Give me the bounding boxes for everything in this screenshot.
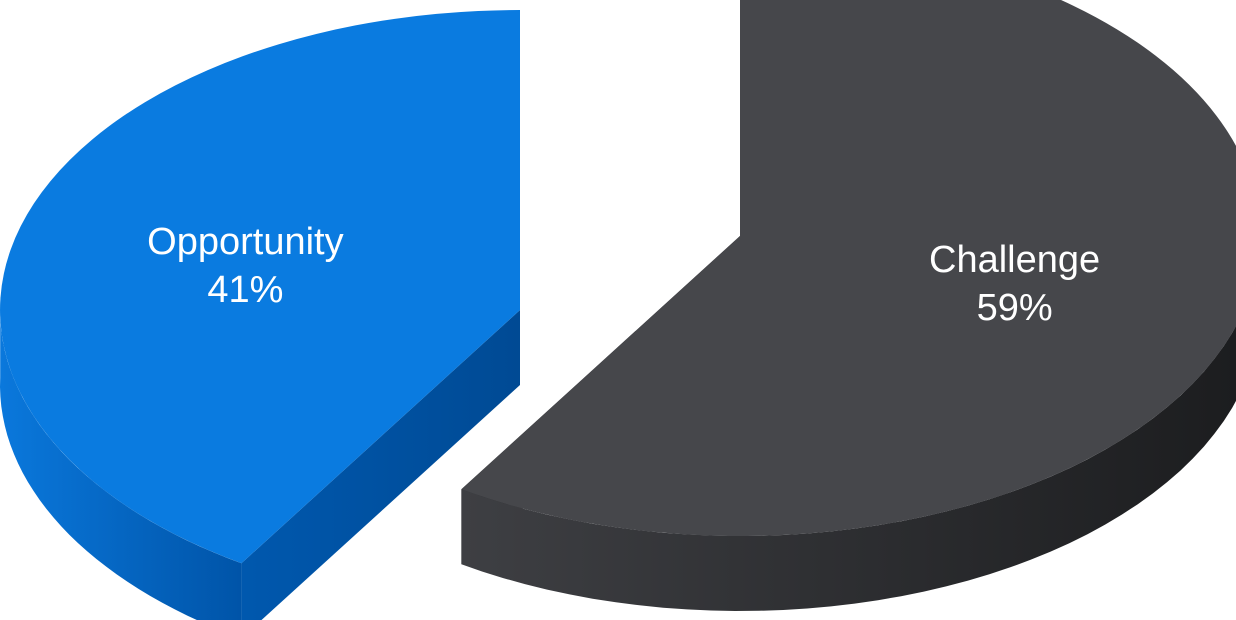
slice-label-challenge: Challenge 59% xyxy=(929,239,1100,329)
slice-inner-wall-a xyxy=(241,310,520,620)
slice-outer-wall xyxy=(461,325,1236,611)
slice-label-name: Opportunity xyxy=(147,221,343,263)
slice-outer-wall xyxy=(0,302,242,620)
slice-label-name: Challenge xyxy=(929,239,1100,281)
slice-label-percent: 59% xyxy=(977,287,1053,329)
slice-label-opportunity: Opportunity 41% xyxy=(147,221,343,311)
slice-top-face xyxy=(0,10,520,564)
slice-label-percent: 41% xyxy=(207,269,283,311)
pie-slice-challenge xyxy=(461,0,1236,611)
pie-slice-opportunity xyxy=(0,10,520,620)
slice-top-face xyxy=(461,0,1236,536)
